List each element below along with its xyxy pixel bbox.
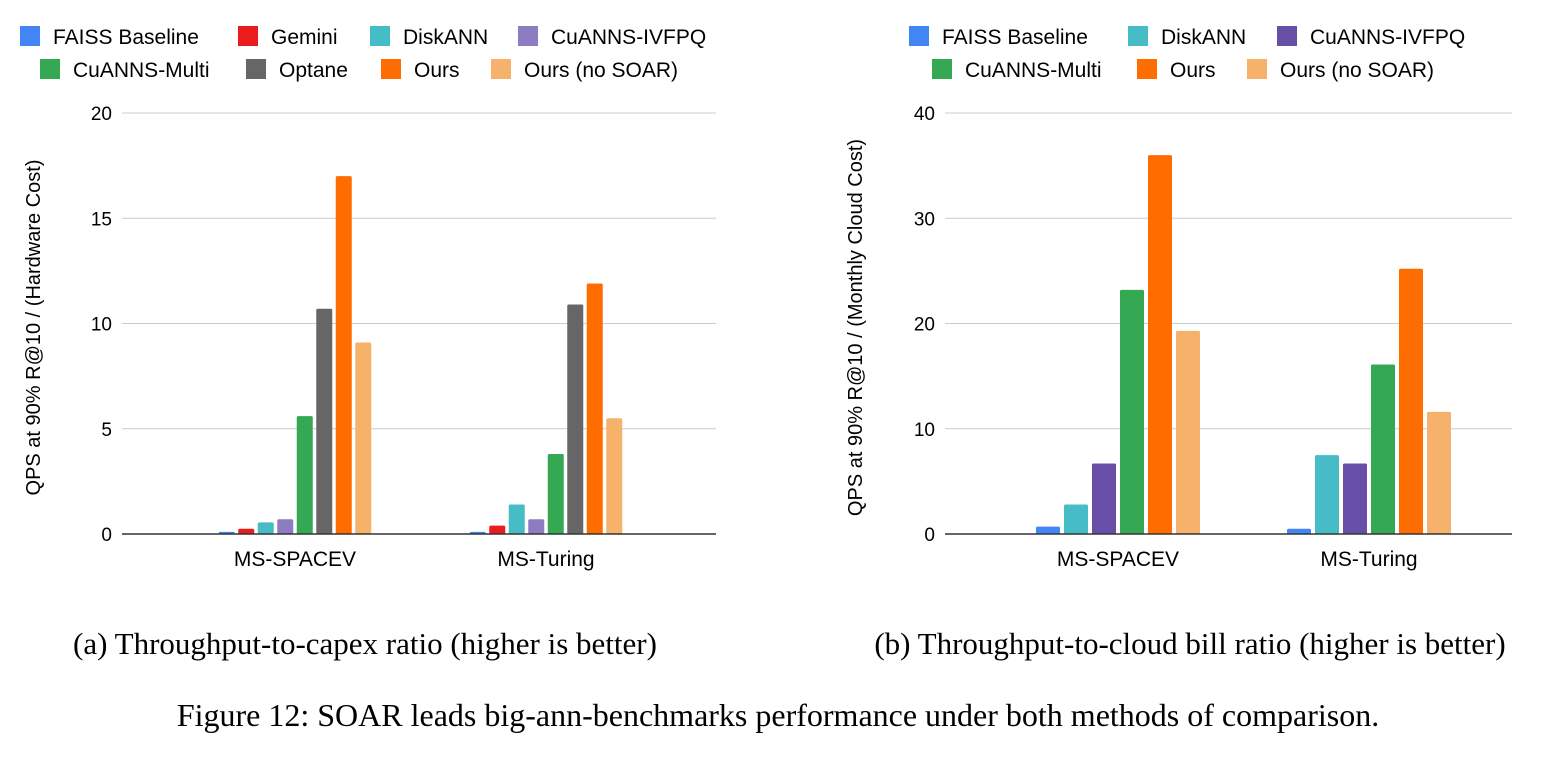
bar (586, 283, 603, 534)
y-tick-label: 10 (914, 420, 935, 441)
legend-label: Optane (279, 59, 348, 82)
bar (508, 504, 525, 534)
x-tick-label: MS-Turing (497, 548, 594, 571)
legend-item: Ours (1137, 59, 1216, 82)
legend-item: FAISS Baseline (20, 26, 199, 49)
legend-swatch (1247, 59, 1267, 79)
bar (1343, 463, 1367, 534)
legend-item: CuANNS-IVFPQ (518, 26, 706, 49)
legend-item: Ours (381, 59, 460, 82)
legend-swatch (491, 59, 511, 79)
bar (1315, 455, 1339, 534)
legend-item: CuANNS-IVFPQ (1277, 26, 1465, 49)
x-tick-label: MS-Turing (1320, 548, 1417, 571)
legend-item: Ours (no SOAR) (1247, 59, 1434, 82)
legend-item: DiskANN (370, 26, 488, 49)
legend-label: Ours (414, 59, 460, 82)
legend-label: Ours (no SOAR) (524, 59, 678, 82)
bar (1120, 289, 1144, 534)
bar (1399, 268, 1423, 534)
bar (528, 519, 545, 534)
legend-swatch (1277, 26, 1297, 46)
legend-swatch (1128, 26, 1148, 46)
bar (1371, 364, 1395, 534)
legend-swatch (381, 59, 401, 79)
bar (277, 519, 294, 534)
bar (1427, 411, 1451, 534)
chart-b: FAISS Baseline DiskANN CuANNS-IVFPQ CuANNS-… (845, 26, 1512, 661)
legend-label: CuANNS-Multi (73, 59, 210, 82)
legend-label: CuANNS-Multi (965, 59, 1102, 82)
legend-item: CuANNS-Multi (40, 59, 210, 82)
bar (1148, 155, 1172, 534)
legend-swatch (246, 59, 266, 79)
x-tick-label: MS-SPACEV (234, 548, 356, 571)
y-axis-label: QPS at 90% R@10 / (Monthly Cloud Cost) (845, 139, 867, 516)
y-axis-label: QPS at 90% R@10 / (Hardware Cost) (23, 160, 45, 496)
legend-item: Optane (246, 59, 348, 82)
y-tick-label: 5 (101, 420, 112, 441)
y-tick-label: 15 (91, 209, 112, 230)
legend-label: Gemini (271, 26, 338, 49)
legend-label: Ours (no SOAR) (1280, 59, 1434, 82)
bar (606, 418, 623, 534)
legend-swatch (909, 26, 929, 46)
legend-swatch (932, 59, 952, 79)
bar (355, 342, 372, 534)
bar (567, 304, 584, 534)
bar (335, 176, 352, 534)
bar (238, 528, 255, 534)
legend-item: CuANNS-Multi (932, 59, 1102, 82)
legend-label: DiskANN (403, 26, 488, 49)
legend-swatch (518, 26, 538, 46)
y-tick-label: 20 (914, 315, 935, 336)
legend-swatch (370, 26, 390, 46)
legend-label: DiskANN (1161, 26, 1246, 49)
bar (489, 525, 506, 534)
legend-swatch (1137, 59, 1157, 79)
bar (257, 522, 274, 534)
legend-item: Gemini (238, 26, 338, 49)
legend-label: Ours (1170, 59, 1216, 82)
legend-swatch (20, 26, 40, 46)
y-tick-label: 10 (91, 315, 112, 336)
bar (1064, 504, 1088, 534)
subcaption: (a) Throughput-to-capex ratio (higher is… (73, 626, 657, 661)
y-tick-label: 0 (924, 525, 935, 546)
y-tick-label: 0 (101, 525, 112, 546)
legend-item: DiskANN (1128, 26, 1246, 49)
bar (1287, 528, 1311, 534)
figure-caption: Figure 12: SOAR leads big-ann-benchmarks… (177, 697, 1379, 733)
bar (1176, 330, 1200, 534)
bar (1092, 463, 1116, 534)
legend-label: FAISS Baseline (53, 26, 199, 49)
chart-a: FAISS Baseline Gemini DiskANN CuANNS-IVFPQ C… (20, 26, 716, 661)
legend-swatch (238, 26, 258, 46)
bar (316, 308, 333, 534)
y-tick-label: 40 (914, 104, 935, 125)
legend-swatch (40, 59, 60, 79)
legend-item: FAISS Baseline (909, 26, 1088, 49)
bar (547, 454, 564, 534)
legend-label: FAISS Baseline (942, 26, 1088, 49)
legend-label: CuANNS-IVFPQ (1310, 26, 1465, 49)
legend-item: Ours (no SOAR) (491, 59, 678, 82)
subcaption: (b) Throughput-to-cloud bill ratio (high… (874, 626, 1505, 661)
x-tick-label: MS-SPACEV (1057, 548, 1179, 571)
bar (1036, 526, 1060, 534)
bar (296, 416, 313, 534)
y-tick-label: 30 (914, 209, 935, 230)
legend-label: CuANNS-IVFPQ (551, 26, 706, 49)
y-tick-label: 20 (91, 104, 112, 125)
